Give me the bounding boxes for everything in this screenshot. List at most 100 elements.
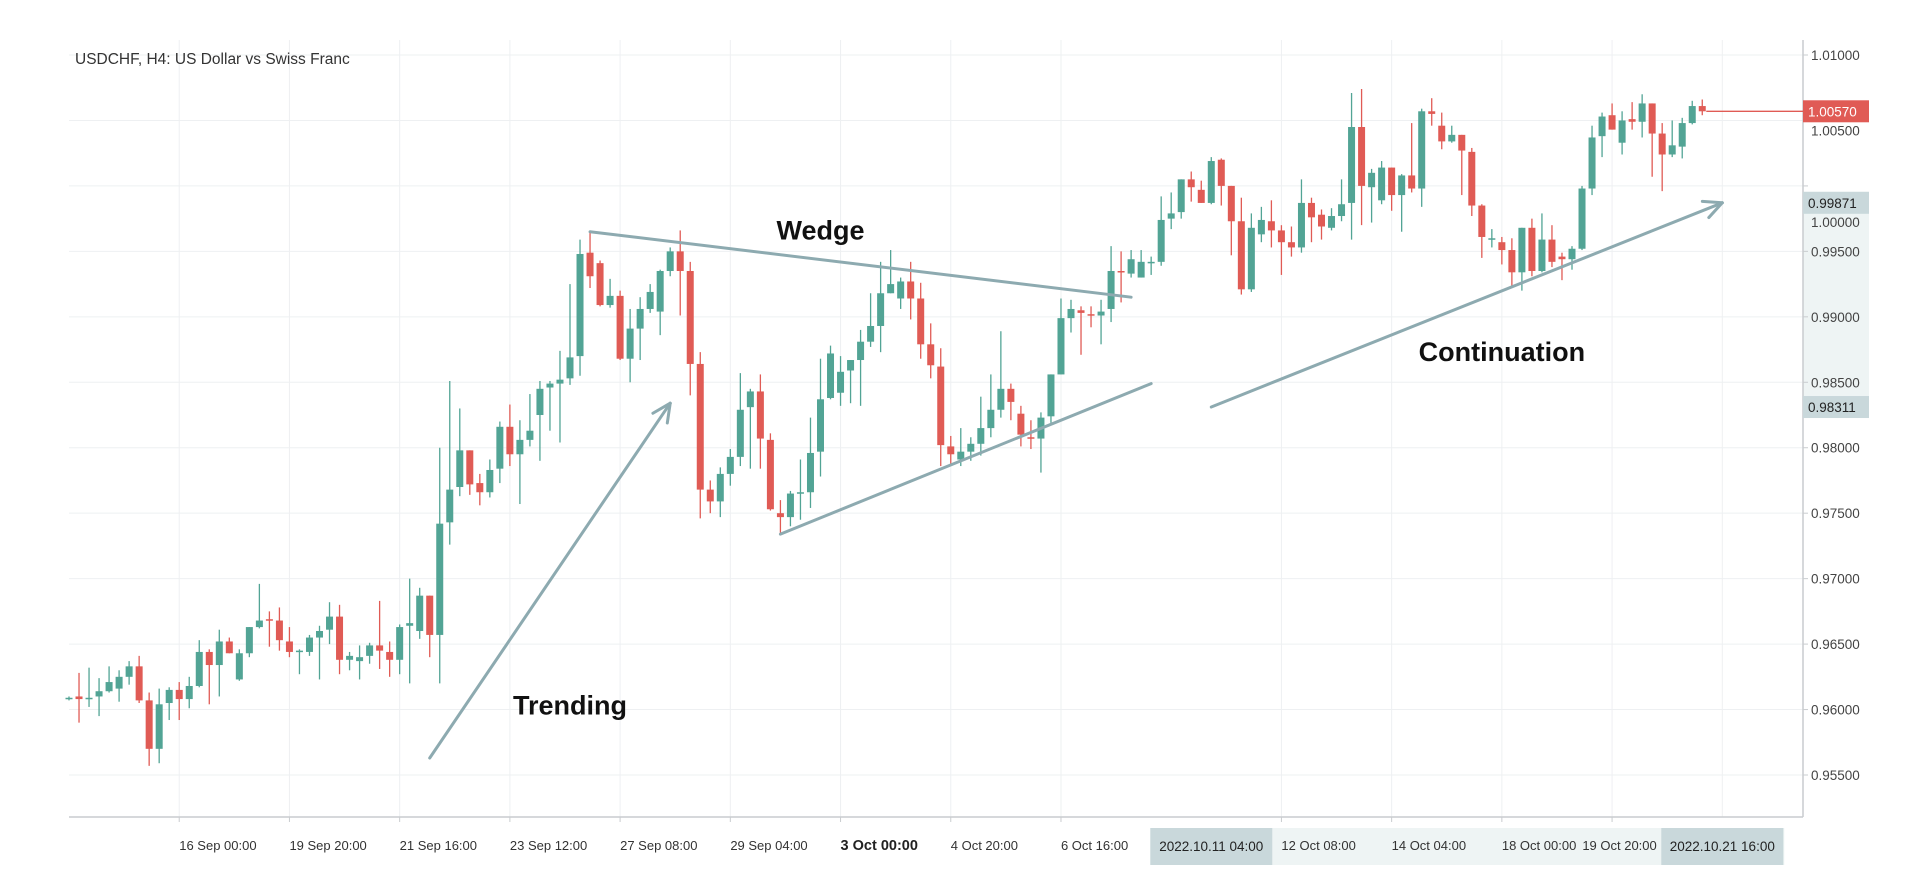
candle-bullish — [115, 670, 123, 702]
candle-body — [426, 595, 434, 635]
candle-bullish — [1297, 179, 1305, 253]
candle-body — [95, 691, 103, 697]
candle-bullish — [1157, 196, 1165, 266]
candle-bullish — [1257, 206, 1265, 243]
candle-bearish — [1478, 204, 1486, 258]
candle-bullish — [456, 408, 464, 497]
candle-body — [1097, 311, 1105, 316]
candle-body — [987, 409, 995, 429]
candle-body — [786, 493, 794, 518]
candle-body — [1438, 125, 1446, 142]
candle-body — [706, 489, 714, 502]
price-tick-label: 1.01000 — [1811, 48, 1860, 63]
candle-bearish — [696, 352, 704, 519]
time-tick-label: 19 Oct 20:00 — [1582, 838, 1656, 853]
candle-body — [1177, 179, 1185, 213]
candle-body — [85, 697, 93, 700]
candle-body — [1127, 259, 1135, 274]
price-tick-label: 0.96000 — [1811, 703, 1860, 718]
candle-body — [215, 641, 223, 666]
candle-bullish — [556, 350, 564, 443]
candle-body — [1027, 437, 1035, 439]
candle-body — [1458, 134, 1466, 151]
candle-bullish — [867, 293, 875, 347]
price-tick-label: 1.00000 — [1811, 215, 1860, 230]
candle-bearish — [1267, 200, 1275, 248]
candle-body — [285, 641, 293, 652]
price-tick-label: 0.98500 — [1811, 375, 1860, 390]
candle-bearish — [1277, 225, 1285, 275]
candle-body — [1338, 204, 1346, 217]
candle-body — [1568, 248, 1576, 260]
candle-bullish — [977, 396, 985, 456]
candle-body — [917, 298, 925, 345]
candle-bearish — [376, 600, 384, 669]
candle-bearish — [1508, 238, 1516, 289]
candle-body — [1548, 239, 1556, 262]
candle-bullish — [736, 373, 744, 467]
candle-body — [1478, 205, 1486, 237]
candle-bullish — [1598, 112, 1606, 158]
candle-bullish — [396, 624, 404, 675]
candle-body — [1247, 227, 1255, 290]
candle-bullish — [566, 284, 574, 385]
candle-body — [275, 620, 283, 641]
candle-bearish — [1017, 405, 1025, 447]
candle-bearish — [1027, 420, 1035, 450]
candle-bullish — [827, 345, 835, 400]
price-tick-label: 0.98000 — [1811, 441, 1860, 456]
candle-bearish — [1318, 209, 1325, 240]
candle-bearish — [1197, 180, 1205, 203]
candle-body — [65, 697, 73, 700]
candle-bearish — [426, 595, 434, 658]
candle-body — [1408, 175, 1416, 189]
time-tick-label: 18 Oct 00:00 — [1502, 838, 1576, 853]
annotation-label-continuation: Continuation — [1419, 337, 1585, 367]
candle-body — [1368, 172, 1376, 188]
candle-body — [756, 391, 764, 439]
candle-body — [656, 271, 664, 312]
time-tick-label: 6 Oct 16:00 — [1061, 838, 1128, 853]
candle-body — [1668, 145, 1676, 155]
candle-bearish — [1227, 185, 1235, 256]
candle-bullish — [1568, 246, 1576, 270]
candle-body — [75, 696, 83, 700]
candle-bullish — [215, 629, 223, 697]
candle-bullish — [255, 583, 263, 629]
candle-bearish — [476, 473, 484, 506]
candle-body — [616, 295, 624, 359]
candle-bullish — [796, 459, 804, 520]
time-tick-label: 4 Oct 20:00 — [951, 838, 1018, 853]
candle-body — [576, 253, 584, 357]
candle-bullish — [295, 649, 303, 675]
candle-body — [1147, 261, 1155, 264]
candle-body — [1287, 242, 1295, 248]
candle-body — [957, 451, 965, 460]
candle-bullish — [1588, 125, 1596, 196]
candle-body — [817, 399, 824, 452]
candle-body — [806, 452, 814, 493]
candle-body — [145, 700, 153, 749]
candle-body — [1267, 221, 1275, 231]
candle-body — [666, 251, 674, 272]
annotation-label-wedge: Wedge — [776, 215, 864, 245]
candle-bearish — [1408, 123, 1416, 193]
candle-bullish — [1097, 299, 1105, 345]
candle-body — [566, 357, 574, 379]
candle-bullish — [1448, 125, 1456, 143]
candle-body — [1428, 111, 1436, 114]
candle-body — [716, 473, 724, 502]
candle-bearish — [776, 500, 784, 533]
candle-body — [857, 341, 865, 361]
candle-body — [546, 383, 554, 388]
candle-body — [1067, 308, 1075, 319]
time-tick-label: 21 Sep 16:00 — [400, 838, 477, 853]
candle-body — [516, 439, 524, 455]
time-from-marker-label: 2022.10.11 04:00 — [1159, 839, 1263, 854]
time-to-marker-box — [1661, 828, 1784, 865]
candle-body — [316, 631, 323, 638]
price-low-marker-box — [1803, 396, 1869, 419]
candle-bullish — [997, 331, 1005, 418]
candle-body — [446, 489, 454, 523]
